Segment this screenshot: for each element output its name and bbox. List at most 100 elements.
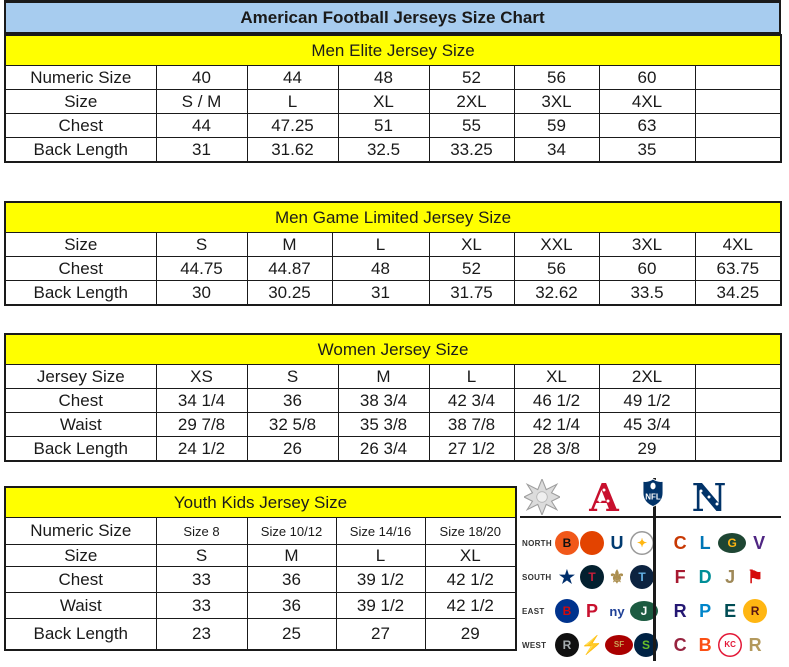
size-cell: 45 3/4: [598, 412, 696, 437]
size-cell: 34.25: [694, 280, 782, 306]
size-cell: M: [246, 232, 333, 257]
size-cell: 33.25: [428, 137, 515, 163]
size-cell: 56: [513, 256, 600, 281]
table-row: Chest 34 1/4 36 38 3/4 42 3/4 46 1/2 49 1/2: [4, 388, 782, 413]
size-cell: 52: [428, 256, 515, 281]
size-cell: M: [337, 364, 430, 389]
size-cell: 2XL: [428, 89, 515, 114]
men-game-limited-grid: Men Game Limited Jersey Size Size S M L XL XXL…: [4, 201, 783, 306]
st-louis-rams-logo: R: [748, 635, 762, 655]
row-label: Back Length: [4, 137, 157, 163]
washington-redskins-logo: R: [743, 599, 768, 623]
size-cell: 36: [246, 592, 337, 619]
size-cell: 31.62: [246, 137, 339, 163]
new-york-giants-logo: ny: [609, 603, 625, 619]
table-row: Back Length 24 1/2 26 26 3/4 27 1/2 28 3/8 29: [4, 436, 782, 462]
empty-cell: [694, 89, 782, 114]
men-game-limited-section-header: Men Game Limited Jersey Size: [4, 201, 782, 233]
size-cell: Size 8: [155, 517, 248, 545]
size-cell: 39 1/2: [335, 566, 426, 593]
size-cell: 42 3/4: [428, 388, 515, 413]
youth-kids-size-table: Youth Kids Jersey Size Numeric Size Size 8…: [4, 486, 520, 651]
size-cell: 31: [331, 280, 430, 306]
size-cell: XXL: [513, 232, 600, 257]
atlanta-falcons-logo: F: [674, 567, 686, 587]
men-elite-size-table: Men Elite Jersey Size Numeric Size 40 44 48 5…: [4, 34, 783, 163]
table-row: Back Length 23 25 27 29: [4, 618, 517, 651]
bottom-row: Youth Kids Jersey Size Numeric Size Size 8…: [4, 478, 781, 663]
size-cell: 34: [513, 137, 600, 163]
size-cell: XL: [428, 232, 515, 257]
row-label: Size: [4, 544, 157, 567]
empty-cell: [694, 364, 782, 389]
starburst-icon: [524, 479, 560, 515]
afc-south-teams: SOUTH ★ T ⚜ T: [520, 565, 654, 589]
women-section-header: Women Jersey Size: [4, 333, 782, 365]
size-cell: L: [331, 232, 430, 257]
size-cell: 3XL: [513, 89, 600, 114]
division-row: WEST R ⚡ SF S C B KC R: [520, 628, 781, 662]
houston-texans-logo: T: [580, 565, 604, 589]
table-row: Size S M L XL XXL 3XL 4XL: [4, 232, 782, 257]
size-cell: 60: [598, 256, 696, 281]
detroit-lions-logo: L: [699, 533, 711, 553]
size-cell: 3XL: [598, 232, 696, 257]
row-label: Numeric Size: [4, 65, 157, 90]
empty-cell: [694, 137, 782, 163]
san-diego-chargers-logo: ⚡: [580, 635, 604, 655]
afc-letter: A: [588, 478, 619, 516]
tampa-bay-buccaneers-logo: ⚑: [747, 567, 764, 587]
size-cell: 33: [155, 566, 248, 593]
tennessee-titans-logo: T: [630, 565, 654, 589]
size-cell: 32.62: [513, 280, 600, 306]
size-cell: 26: [246, 436, 339, 462]
men-elite-section-header: Men Elite Jersey Size: [4, 34, 782, 66]
size-cell: XL: [337, 89, 430, 114]
row-label: Size: [4, 89, 157, 114]
size-cell: 29 7/8: [155, 412, 248, 437]
division-row: NORTH B U ✦ C L G V: [520, 526, 781, 560]
chicago-bears-logo: C: [673, 533, 687, 553]
arizona-cardinals-logo: C: [673, 635, 687, 655]
nfl-shield-label: NFL: [645, 493, 661, 502]
san-francisco-49ers-logo: SF: [605, 635, 633, 655]
size-cell: 23: [155, 618, 248, 651]
size-cell: XL: [513, 364, 600, 389]
size-cell: 63.75: [694, 256, 782, 281]
size-cell: 34 1/4: [155, 388, 248, 413]
empty-cell: [694, 388, 782, 413]
carolina-panthers-logo: P: [699, 601, 712, 621]
table-row: Chest 44 47.25 51 55 59 63: [4, 113, 782, 138]
size-cell: S: [246, 364, 339, 389]
row-label: Chest: [4, 388, 157, 413]
afc-north-teams: NORTH B U ✦: [520, 531, 654, 555]
size-cell: 32.5: [337, 137, 430, 163]
size-cell: 42 1/2: [424, 592, 517, 619]
size-cell: 33.5: [598, 280, 696, 306]
size-cell: Size 10/12: [246, 517, 337, 545]
youth-kids-section-header: Youth Kids Jersey Size: [4, 486, 517, 518]
conference-header-row: A NFL N: [520, 478, 781, 518]
size-cell: L: [428, 364, 515, 389]
row-label: Back Length: [4, 280, 157, 306]
empty-cell: [694, 113, 782, 138]
size-cell: Size 14/16: [335, 517, 426, 545]
size-cell: S / M: [155, 89, 248, 114]
row-label: Chest: [4, 566, 157, 593]
nfl-shield-logo: NFL: [642, 478, 664, 507]
empty-cell: [694, 436, 782, 462]
new-york-jets-logo: J: [630, 601, 658, 621]
row-label: Back Length: [4, 436, 157, 462]
page-title: American Football Jerseys Size Chart: [4, 0, 781, 34]
denver-broncos-logo: B: [698, 635, 712, 655]
size-cell: 51: [337, 113, 430, 138]
size-cell: 30: [155, 280, 248, 306]
baltimore-ravens-logo: R: [673, 601, 687, 621]
size-cell: 56: [513, 65, 600, 90]
size-cell: M: [246, 544, 337, 567]
division-label: EAST: [522, 606, 545, 616]
